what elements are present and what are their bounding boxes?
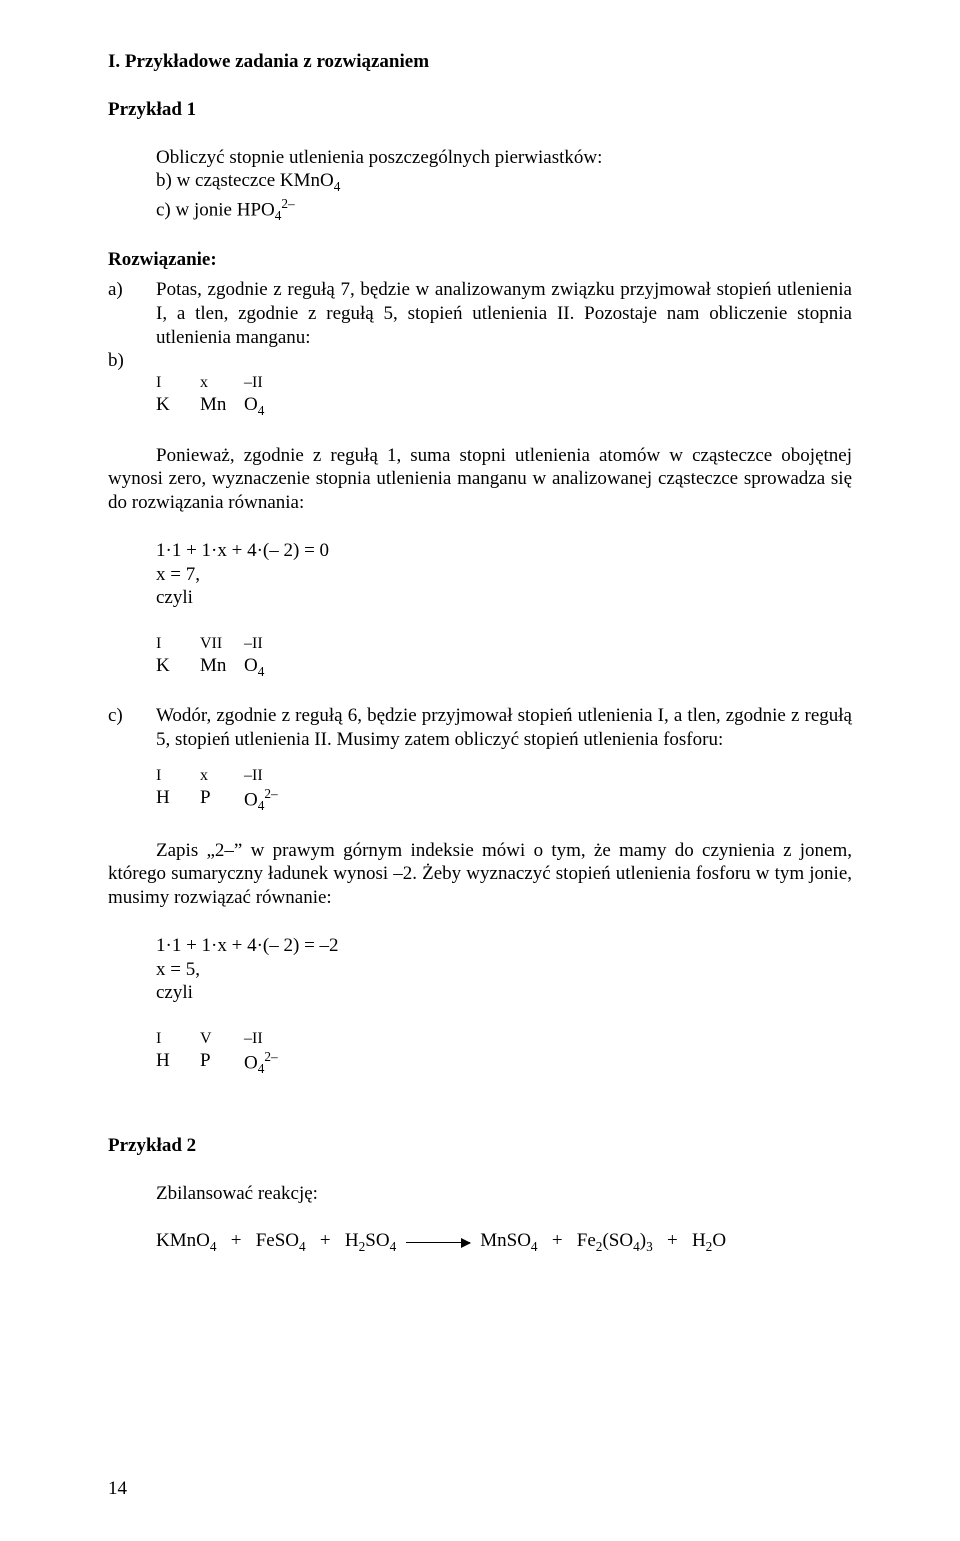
ox-table-2: I VII –II K Mn O4 bbox=[156, 634, 852, 680]
example2-title: Przykład 2 bbox=[108, 1134, 852, 1158]
solution-label: Rozwiązanie: bbox=[108, 248, 852, 272]
ox-table-3: I x –II H P O42– bbox=[156, 766, 852, 815]
example1-title: Przykład 1 bbox=[108, 98, 852, 122]
ex1-c-label: c) bbox=[108, 704, 156, 728]
ex1-eq1-l3: czyli bbox=[156, 586, 852, 610]
page-number: 14 bbox=[108, 1477, 127, 1501]
section-title: I. Przykładowe zadania z rozwiązaniem bbox=[108, 50, 852, 74]
ex1-b-label: b) bbox=[108, 349, 156, 373]
ex1-eq2-l1: 1·1 + 1·x + 4·(– 2) = –2 bbox=[156, 934, 852, 958]
ex1-para-after-ox3: Zapis „2–” w prawym górnym indeksie mówi… bbox=[108, 839, 852, 910]
ex1-item-c: c) w jonie HPO42– bbox=[156, 196, 852, 225]
ox-table-1: I x –II K Mn O4 bbox=[156, 373, 852, 419]
ex1-a-label: a) bbox=[108, 278, 156, 302]
ex1-item-b: b) w cząsteczce KMnO4 bbox=[156, 169, 852, 195]
ex1-para-after-ox1: Ponieważ, zgodnie z regułą 1, suma stopn… bbox=[108, 444, 852, 515]
ex1-a-text: Potas, zgodnie z regułą 7, będzie w anal… bbox=[156, 278, 852, 349]
ex1-c-text: Wodór, zgodnie z regułą 6, będzie przyjm… bbox=[156, 704, 852, 752]
ex1-eq1-l1: 1·1 + 1·x + 4·(– 2) = 0 bbox=[156, 539, 852, 563]
ex1-intro: Obliczyć stopnie utlenienia poszczególny… bbox=[108, 146, 852, 170]
ex2-intro: Zbilansować reakcję: bbox=[108, 1182, 852, 1206]
ex1-eq2-l2: x = 5, bbox=[156, 958, 852, 982]
ox-table-4: I V –II H P O42– bbox=[156, 1029, 852, 1078]
ex1-eq1-l2: x = 7, bbox=[156, 563, 852, 587]
ex2-reaction: KMnO4 + FeSO4 + H2SO4 MnSO4 + Fe2(SO4)3 … bbox=[156, 1229, 852, 1255]
arrow-icon bbox=[406, 1242, 470, 1244]
ex1-eq2-l3: czyli bbox=[156, 981, 852, 1005]
